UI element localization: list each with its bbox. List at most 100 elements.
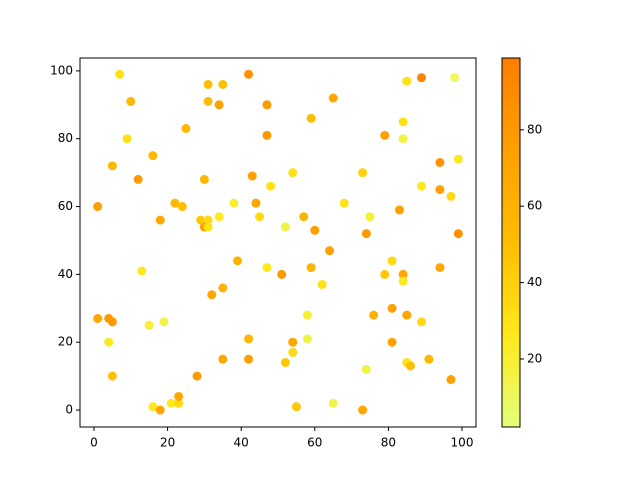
x-tick-label: 40: [234, 436, 249, 450]
point: [229, 198, 239, 208]
point: [280, 222, 290, 232]
y-tick-label: 0: [65, 403, 73, 417]
point: [325, 246, 335, 256]
point: [244, 354, 254, 364]
point: [387, 256, 397, 266]
point: [251, 198, 261, 208]
point: [317, 280, 327, 290]
point: [137, 266, 147, 276]
point: [122, 134, 132, 144]
point: [214, 100, 224, 110]
point: [424, 354, 434, 364]
point: [446, 191, 456, 201]
point: [291, 402, 301, 412]
point: [446, 375, 456, 385]
point: [358, 405, 368, 415]
point: [435, 185, 445, 195]
point: [115, 69, 125, 79]
point: [365, 212, 375, 222]
point: [174, 391, 184, 401]
y-tick-label: 20: [58, 335, 73, 349]
point: [155, 405, 165, 415]
point: [247, 171, 257, 181]
y-tick-label: 100: [50, 63, 73, 77]
colorbar-tick-label: 60: [527, 199, 542, 213]
point: [394, 205, 404, 215]
point: [93, 202, 103, 212]
point: [299, 212, 309, 222]
point: [203, 79, 213, 89]
point: [262, 100, 272, 110]
x-tick-label: 60: [307, 436, 322, 450]
point: [166, 398, 176, 408]
point: [328, 398, 338, 408]
point: [218, 283, 228, 293]
point: [133, 174, 143, 184]
point: [288, 168, 298, 178]
point: [310, 225, 320, 235]
point: [435, 157, 445, 167]
point: [177, 202, 187, 212]
point: [417, 317, 427, 327]
point: [107, 161, 117, 171]
point: [402, 76, 412, 86]
point: [328, 93, 338, 103]
y-tick-label: 40: [58, 267, 73, 281]
point: [192, 371, 202, 381]
point: [262, 263, 272, 273]
point: [181, 124, 191, 134]
point: [174, 398, 184, 408]
point: [339, 198, 349, 208]
point: [361, 229, 371, 239]
point: [277, 269, 287, 279]
point: [159, 317, 169, 327]
point: [218, 79, 228, 89]
point: [207, 290, 217, 300]
point: [196, 215, 206, 225]
point: [387, 303, 397, 313]
x-tick-label: 80: [381, 436, 396, 450]
point: [450, 73, 460, 83]
point: [203, 96, 213, 106]
point: [398, 117, 408, 127]
colorbar: [501, 57, 521, 428]
point: [398, 276, 408, 286]
point: [93, 313, 103, 323]
point: [417, 181, 427, 191]
point: [369, 310, 379, 320]
point: [361, 364, 371, 374]
point: [380, 269, 390, 279]
point: [405, 361, 415, 371]
point: [203, 222, 213, 232]
y-tick-label: 80: [58, 131, 73, 145]
point: [380, 130, 390, 140]
colorbar-tick-label: 40: [527, 275, 542, 289]
point: [288, 347, 298, 357]
point: [148, 151, 158, 161]
x-tick-label: 100: [451, 436, 474, 450]
point: [107, 371, 117, 381]
point: [107, 317, 117, 327]
point: [233, 256, 243, 266]
x-tick-label: 0: [90, 436, 98, 450]
point: [398, 269, 408, 279]
colorbar-tick-label: 20: [527, 352, 542, 366]
point: [266, 181, 276, 191]
x-tick-label: 20: [160, 436, 175, 450]
colorbar-tick-label: 80: [527, 122, 542, 136]
point: [280, 358, 290, 368]
point: [306, 263, 316, 273]
point: [218, 354, 228, 364]
point: [104, 337, 114, 347]
y-tick-label: 60: [58, 199, 73, 213]
point: [170, 198, 180, 208]
point: [417, 73, 427, 83]
point: [358, 168, 368, 178]
point: [262, 130, 272, 140]
point: [244, 69, 254, 79]
point: [453, 229, 463, 239]
point: [144, 320, 154, 330]
point: [387, 337, 397, 347]
point: [435, 263, 445, 273]
